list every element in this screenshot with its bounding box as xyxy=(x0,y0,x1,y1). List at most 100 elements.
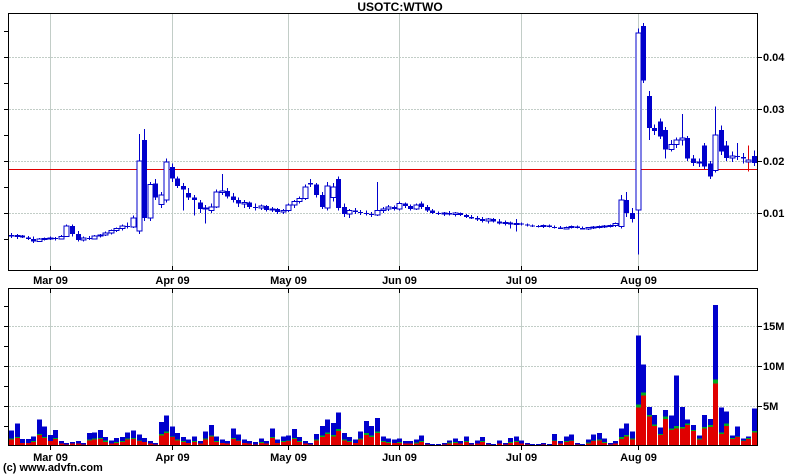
candle-body-down xyxy=(491,219,496,222)
volume-bar-other xyxy=(486,442,491,445)
volume-bar-sell xyxy=(103,442,108,446)
candle-body-up xyxy=(269,208,276,211)
month-label: Jul 09 xyxy=(506,452,537,464)
candle-body-down xyxy=(336,179,341,208)
volume-bar-sell xyxy=(264,443,269,446)
candle-body-down xyxy=(458,213,463,216)
volume-bar-other xyxy=(209,425,214,436)
volume-bar-other xyxy=(608,442,613,445)
volume-bar-other xyxy=(663,410,668,417)
candle-body-down xyxy=(125,226,130,228)
volume-bar-sell xyxy=(15,438,20,446)
volume-bar-other xyxy=(170,426,175,437)
volume-bar-other xyxy=(320,426,325,436)
volume-bar-other xyxy=(220,439,225,443)
volume-bar-sell xyxy=(175,440,180,446)
volume-bar-sell xyxy=(719,434,724,446)
volume-bar-sell xyxy=(114,442,119,446)
volume-bar-other xyxy=(547,444,552,446)
candle-body-up xyxy=(108,230,115,234)
volume-bar-sell xyxy=(414,443,419,446)
price-candlesticks xyxy=(9,23,757,255)
volume-bar-other xyxy=(397,438,402,442)
candle-body-up xyxy=(63,225,70,237)
candle-body-down xyxy=(342,206,347,215)
volume-bar-buy xyxy=(369,435,374,438)
volume-bar-sell xyxy=(464,442,469,446)
candle-body-up xyxy=(285,204,292,211)
candle-body-down xyxy=(497,221,502,224)
candle-body-down xyxy=(253,206,258,208)
volume-bar-other xyxy=(713,305,718,380)
candle-body-down xyxy=(630,213,635,220)
volume-bar-sell xyxy=(70,443,75,446)
candle-body-down xyxy=(153,183,158,198)
volume-bar-sell xyxy=(480,442,485,446)
volume-bar-sell xyxy=(702,428,707,446)
volume-bars xyxy=(9,305,757,446)
volume-bar-sell xyxy=(342,440,347,446)
volume-bar-buy xyxy=(15,437,20,438)
month-label: Jun 09 xyxy=(382,452,417,464)
chart-title: USOTC:WTWO xyxy=(357,0,442,14)
candle-body-down xyxy=(225,191,230,197)
candle-body-up xyxy=(36,238,43,243)
volume-bar-sell xyxy=(142,442,147,446)
candle-body-up xyxy=(452,212,459,216)
volume-bar-other xyxy=(120,437,125,442)
volume-bar-other xyxy=(247,441,252,444)
volume-bar-other xyxy=(87,433,92,440)
volume-bar-other xyxy=(159,422,164,434)
volume-bar-sell xyxy=(37,434,42,446)
volume-bar-sell xyxy=(336,430,341,446)
volume-bar-sell xyxy=(286,441,291,446)
volume-bar-sell xyxy=(331,436,336,446)
volume-bar-sell xyxy=(514,442,519,446)
volume-bar-sell xyxy=(619,438,624,446)
volume-bar-buy xyxy=(680,426,685,429)
candle-body-down xyxy=(547,225,552,228)
volume-bar-other xyxy=(558,441,563,444)
volume-bar-other xyxy=(103,437,108,441)
volume-bar-buy xyxy=(552,440,557,442)
candle-body-up xyxy=(330,186,337,198)
month-label: Mar 09 xyxy=(33,275,68,287)
volume-bar-sell xyxy=(397,442,402,446)
candle-body-down xyxy=(685,138,690,159)
volume-bar-other xyxy=(297,437,302,442)
volume-bar-buy xyxy=(120,441,125,442)
month-label: Aug 09 xyxy=(620,275,657,287)
volume-bar-buy xyxy=(331,434,336,437)
candle-body-down xyxy=(580,228,585,230)
volume-bar-buy xyxy=(414,442,419,444)
candle-body-down xyxy=(641,25,646,81)
candle-body-down xyxy=(475,218,480,220)
volume-bar-buy xyxy=(508,441,513,443)
volume-bar-sell xyxy=(497,443,502,446)
volume-bar-other xyxy=(691,425,696,430)
candle-body-up xyxy=(380,208,387,211)
volume-bar-other xyxy=(214,436,219,442)
volume-bar-buy xyxy=(325,432,330,434)
volume-bar-sell xyxy=(458,443,463,446)
volume-bar-other xyxy=(325,419,330,433)
volume-bar-other xyxy=(192,436,197,442)
candle-body-up xyxy=(80,237,87,241)
volume-bar-sell xyxy=(680,428,685,446)
candle-body-down xyxy=(275,208,280,212)
volume-bar-buy xyxy=(231,437,236,439)
volume-bar-other xyxy=(392,439,397,443)
volume-bar-other xyxy=(735,426,740,437)
volume-bar-sell xyxy=(353,442,358,446)
volume-bar-other xyxy=(580,444,585,446)
volume-bar-other xyxy=(752,408,757,431)
price-tick-label: 0.03 xyxy=(763,104,784,116)
volume-bar-buy xyxy=(87,439,92,441)
volume-bar-buy xyxy=(192,441,197,442)
volume-bar-sell xyxy=(225,443,230,446)
volume-bar-sell xyxy=(270,438,275,446)
candle-body-down xyxy=(464,215,469,218)
volume-bar-buy xyxy=(397,441,402,443)
volume-tick-label: 10M xyxy=(763,361,784,373)
volume-bar-sell xyxy=(658,434,663,446)
